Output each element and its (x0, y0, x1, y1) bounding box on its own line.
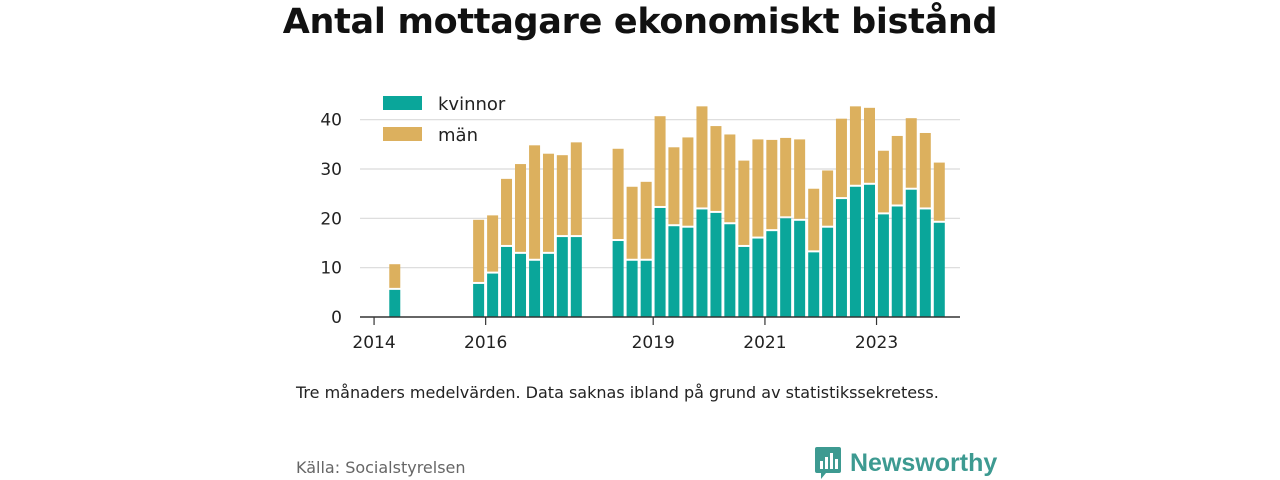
bar-man (877, 150, 889, 213)
bar-man (752, 139, 764, 237)
bar-kvinnor (919, 209, 931, 317)
bar-kvinnor (529, 260, 541, 317)
bar-kvinnor (808, 252, 820, 317)
bar-man (933, 162, 945, 221)
bar-man (668, 147, 680, 225)
bar-kvinnor (724, 224, 736, 317)
bar-man (529, 145, 541, 259)
bar-man (808, 188, 820, 251)
bar-man (919, 132, 931, 208)
bar-man (849, 106, 861, 185)
bar-kvinnor (891, 206, 903, 317)
x-tick-label: 2021 (743, 333, 786, 353)
bar-kvinnor (682, 227, 694, 317)
bar-man (473, 219, 485, 282)
bar-kvinnor (849, 186, 861, 317)
source-label: Källa: Socialstyrelsen (296, 458, 466, 477)
bar-kvinnor (877, 214, 889, 317)
x-tick-label: 2023 (855, 333, 898, 353)
bar-kvinnor (710, 212, 722, 317)
bar-man (515, 164, 527, 252)
bar-kvinnor (626, 260, 638, 317)
bar-man (864, 107, 876, 183)
legend-swatch (383, 127, 422, 141)
brand-name: Newsworthy (850, 448, 998, 477)
bar-kvinnor (794, 220, 806, 317)
legend-label: män (438, 125, 478, 146)
bar-man (626, 186, 638, 259)
bar-kvinnor (515, 253, 527, 317)
bar-kvinnor (864, 184, 876, 317)
chart-note: Tre månaders medelvärden. Data saknas ib… (296, 383, 939, 402)
bar-man (835, 118, 847, 198)
bar-man (822, 170, 834, 226)
legend-swatch (383, 96, 422, 110)
bar-kvinnor (933, 222, 945, 317)
bar-man (501, 178, 513, 245)
bar-kvinnor (473, 283, 485, 317)
bar-man (542, 153, 554, 252)
bar-kvinnor (654, 207, 666, 317)
bar-man (891, 135, 903, 205)
legend: kvinnor män (383, 94, 506, 146)
bar-kvinnor (640, 260, 652, 317)
bar-kvinnor (668, 226, 680, 317)
bar-kvinnor (542, 253, 554, 317)
bar-kvinnor (612, 241, 624, 317)
y-tick-label: 30 (320, 160, 342, 180)
bar-kvinnor (501, 246, 513, 317)
bar-man (654, 116, 666, 206)
bar-kvinnor (389, 289, 401, 317)
bar-man (794, 139, 806, 219)
bar-kvinnor (905, 189, 917, 317)
bars (389, 106, 945, 317)
bar-man (556, 155, 568, 236)
bar-kvinnor (766, 231, 778, 317)
bar-man (724, 134, 736, 223)
bar-kvinnor (835, 199, 847, 317)
bar-man (570, 142, 582, 236)
bar-man (905, 118, 917, 188)
bar-kvinnor (822, 227, 834, 317)
bar-kvinnor (556, 237, 568, 317)
x-axis-ticks: 2014 2016 2019 2021 2023 (352, 317, 898, 353)
bar-man (487, 215, 499, 272)
y-tick-label: 0 (331, 308, 342, 328)
y-tick-label: 10 (320, 259, 342, 279)
bar-man (389, 264, 401, 288)
y-tick-label: 20 (320, 209, 342, 229)
bar-kvinnor (752, 238, 764, 317)
bar-chart-chat-icon (815, 447, 841, 479)
bar-kvinnor (738, 246, 750, 317)
bar-man (682, 137, 694, 226)
bar-kvinnor (696, 209, 708, 317)
bar-kvinnor (780, 218, 792, 317)
x-tick-label: 2019 (632, 333, 675, 353)
y-tick-label: 40 (320, 111, 342, 131)
bar-man (710, 126, 722, 211)
x-tick-label: 2014 (352, 333, 395, 353)
x-tick-label: 2016 (464, 333, 507, 353)
bar-kvinnor (570, 237, 582, 317)
bar-man (640, 181, 652, 259)
bar-kvinnor (487, 273, 499, 317)
bar-man (780, 137, 792, 217)
chart-title: Antal mottagare ekonomiskt bistånd (282, 2, 998, 42)
legend-label: kvinnor (438, 94, 506, 115)
bar-man (696, 106, 708, 208)
bar-man (738, 160, 750, 245)
bar-man (612, 148, 624, 240)
bar-man (766, 139, 778, 230)
y-axis-ticks: 0 10 20 30 40 (320, 111, 342, 328)
newsworthy-logo[interactable]: Newsworthy (814, 446, 997, 480)
